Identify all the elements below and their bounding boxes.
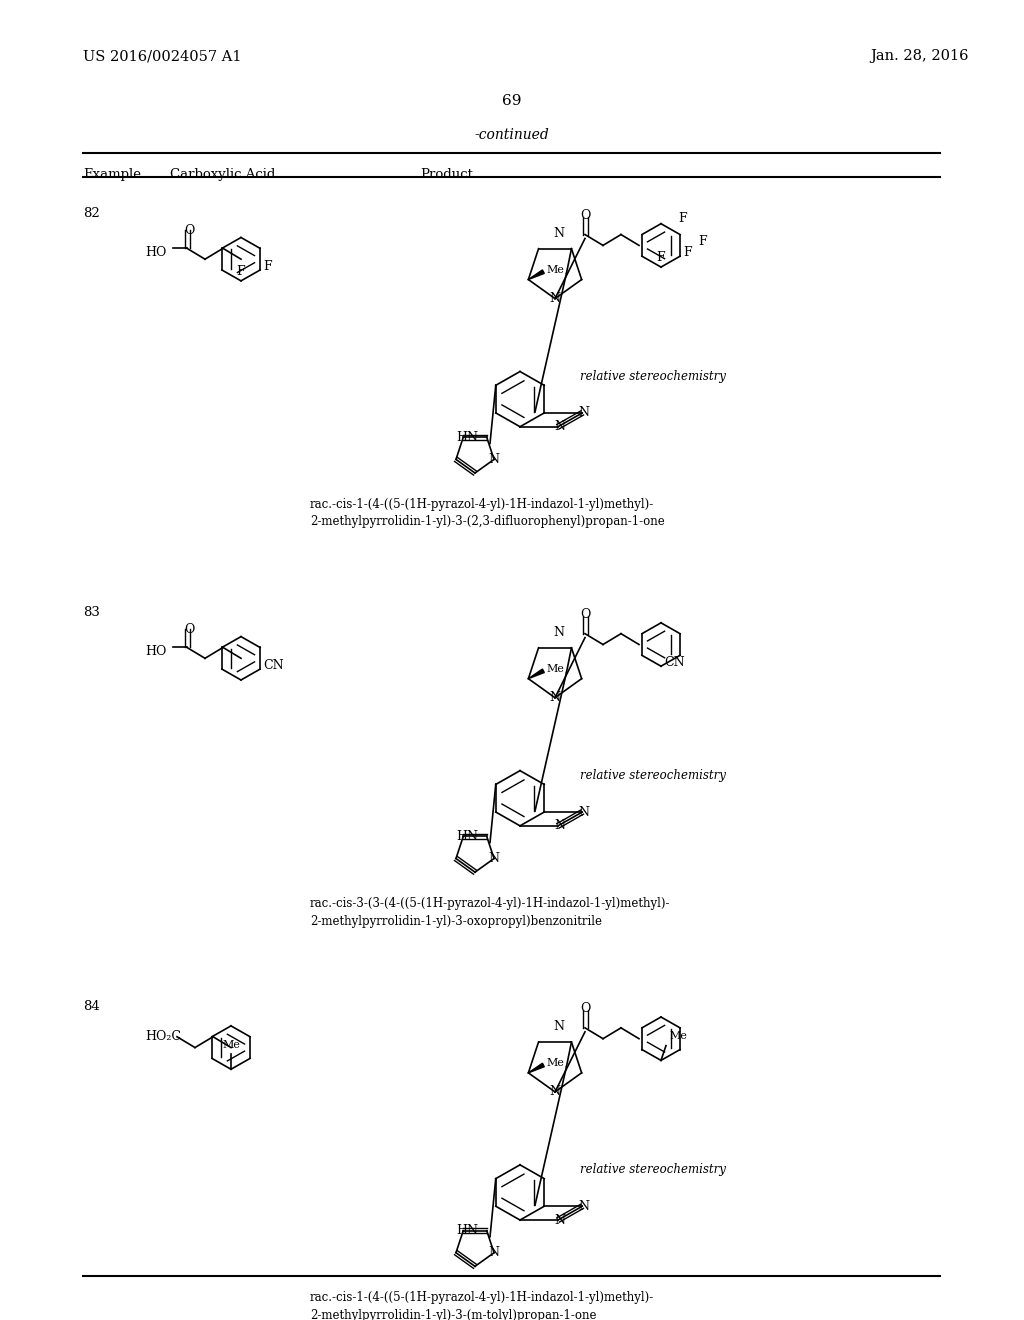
Text: HO: HO — [145, 247, 166, 259]
Text: N: N — [555, 1213, 565, 1226]
Text: N: N — [488, 453, 500, 466]
Text: HN: HN — [457, 430, 479, 444]
Text: rac.-cis-1-(4-((5-(1H-pyrazol-4-yl)-1H-indazol-1-yl)methyl)-: rac.-cis-1-(4-((5-(1H-pyrazol-4-yl)-1H-i… — [310, 1291, 654, 1304]
Text: 83: 83 — [83, 606, 100, 619]
Text: N: N — [550, 292, 560, 305]
Text: Me: Me — [547, 1059, 564, 1068]
Text: 2-methylpyrrolidin-1-yl)-3-(2,3-difluorophenyl)propan-1-one: 2-methylpyrrolidin-1-yl)-3-(2,3-difluoro… — [310, 515, 665, 528]
Text: N: N — [550, 1085, 560, 1098]
Text: F: F — [678, 213, 687, 224]
Text: O: O — [580, 609, 591, 620]
Text: N: N — [488, 851, 500, 865]
Polygon shape — [528, 269, 545, 280]
Text: F: F — [656, 251, 665, 264]
Text: Jan. 28, 2016: Jan. 28, 2016 — [870, 49, 969, 63]
Text: O: O — [184, 623, 195, 636]
Polygon shape — [528, 669, 545, 678]
Text: relative stereochemistry: relative stereochemistry — [580, 370, 726, 383]
Text: CN: CN — [263, 659, 284, 672]
Text: -continued: -continued — [475, 128, 549, 143]
Text: relative stereochemistry: relative stereochemistry — [580, 768, 726, 781]
Text: F: F — [236, 265, 245, 279]
Text: N: N — [550, 692, 560, 705]
Text: O: O — [184, 223, 195, 236]
Text: N: N — [554, 1020, 564, 1034]
Text: rac.-cis-1-(4-((5-(1H-pyrazol-4-yl)-1H-indazol-1-yl)methyl)-: rac.-cis-1-(4-((5-(1H-pyrazol-4-yl)-1H-i… — [310, 498, 654, 511]
Text: N: N — [555, 420, 565, 433]
Text: F: F — [698, 235, 707, 248]
Text: HO: HO — [145, 645, 166, 659]
Text: relative stereochemistry: relative stereochemistry — [580, 1163, 726, 1176]
Text: N: N — [555, 820, 565, 833]
Text: N: N — [579, 407, 590, 420]
Text: F: F — [683, 247, 691, 259]
Text: Me: Me — [547, 664, 564, 673]
Text: Me: Me — [547, 265, 564, 275]
Text: HN: HN — [457, 1224, 479, 1237]
Text: Carboxylic Acid: Carboxylic Acid — [170, 168, 275, 181]
Text: 84: 84 — [83, 1001, 99, 1014]
Text: Me: Me — [669, 1031, 687, 1040]
Text: US 2016/0024057 A1: US 2016/0024057 A1 — [83, 49, 242, 63]
Text: HO₂C: HO₂C — [145, 1030, 181, 1043]
Text: O: O — [580, 209, 591, 222]
Polygon shape — [528, 1063, 545, 1073]
Text: 2-methylpyrrolidin-1-yl)-3-(m-tolyl)propan-1-one: 2-methylpyrrolidin-1-yl)-3-(m-tolyl)prop… — [310, 1308, 597, 1320]
Text: N: N — [579, 1200, 590, 1213]
Text: N: N — [579, 805, 590, 818]
Text: F: F — [263, 260, 271, 273]
Text: Product: Product — [420, 168, 473, 181]
Text: N: N — [554, 626, 564, 639]
Text: Me: Me — [222, 1040, 240, 1049]
Text: O: O — [580, 1002, 591, 1015]
Text: 82: 82 — [83, 207, 99, 220]
Text: rac.-cis-3-(3-(4-((5-(1H-pyrazol-4-yl)-1H-indazol-1-yl)methyl)-: rac.-cis-3-(3-(4-((5-(1H-pyrazol-4-yl)-1… — [310, 896, 671, 909]
Text: N: N — [488, 1246, 500, 1259]
Text: 2-methylpyrrolidin-1-yl)-3-oxopropyl)benzonitrile: 2-methylpyrrolidin-1-yl)-3-oxopropyl)ben… — [310, 915, 602, 928]
Text: 69: 69 — [502, 94, 522, 108]
Text: N: N — [554, 227, 564, 240]
Text: HN: HN — [457, 830, 479, 843]
Text: CN: CN — [664, 656, 685, 669]
Text: Example: Example — [83, 168, 141, 181]
